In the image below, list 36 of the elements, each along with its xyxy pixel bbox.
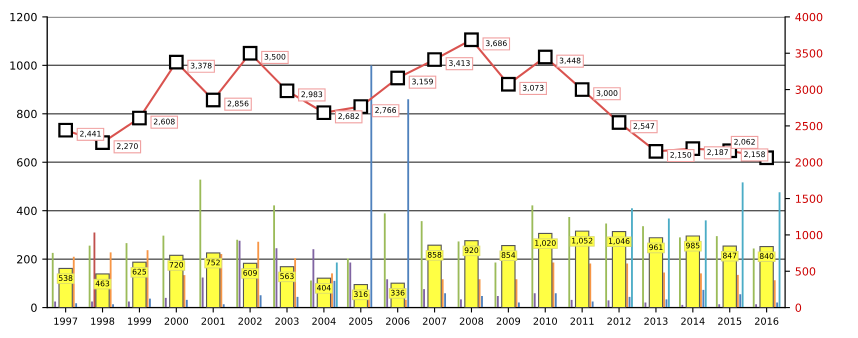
y2-tick-label: 4000	[795, 12, 822, 22]
x-tick-label: 2016	[754, 317, 778, 325]
x-tick-label: 2001	[202, 317, 225, 325]
x-tick-label: 2007	[422, 317, 446, 325]
x-tick-label: 1998	[91, 317, 114, 325]
x-tick-label: 2000	[164, 317, 188, 325]
y2-tick-label: 1500	[796, 194, 822, 203]
y-tick-label: 400	[16, 206, 37, 216]
x-tick-label: 2013	[644, 317, 668, 325]
x-tick-label: 2011	[570, 317, 594, 325]
x-tick-label: 2004	[312, 317, 336, 325]
x-tick-label: 2014	[681, 317, 705, 325]
y2-tick-label: 2500	[796, 122, 822, 130]
y2-tick-label: 500	[796, 267, 816, 276]
y-tick-label: 800	[17, 110, 37, 118]
y2-tick-label: 3000	[796, 86, 822, 94]
x-tick-label: 2010	[534, 317, 557, 325]
y2-tick-label: 1000	[796, 230, 822, 240]
y2-tick-label: 2000	[796, 158, 822, 167]
x-tick-label: 2015	[718, 317, 742, 325]
x-tick-label: 2012	[607, 317, 630, 325]
y2-tick-label: 0	[796, 304, 802, 312]
x-tick-label: 2008	[460, 317, 484, 325]
x-tick-label: 2006	[386, 317, 410, 325]
x-tick-label: 2005	[349, 317, 372, 325]
y-tick-label: 600	[17, 158, 37, 167]
y-tick-label: 1000	[10, 61, 37, 70]
x-tick-label: 2009	[496, 317, 520, 325]
x-tick-label: 1997	[54, 317, 78, 325]
y-tick-label: 0	[31, 304, 37, 312]
y2-tick-label: 3500	[796, 49, 822, 58]
x-tick-label: 2003	[275, 317, 299, 325]
y-tick-label: 1200	[10, 12, 37, 22]
y-tick-label: 200	[17, 255, 37, 264]
x-tick-label: 2002	[238, 317, 262, 325]
x-tick-label: 1999	[128, 317, 152, 325]
